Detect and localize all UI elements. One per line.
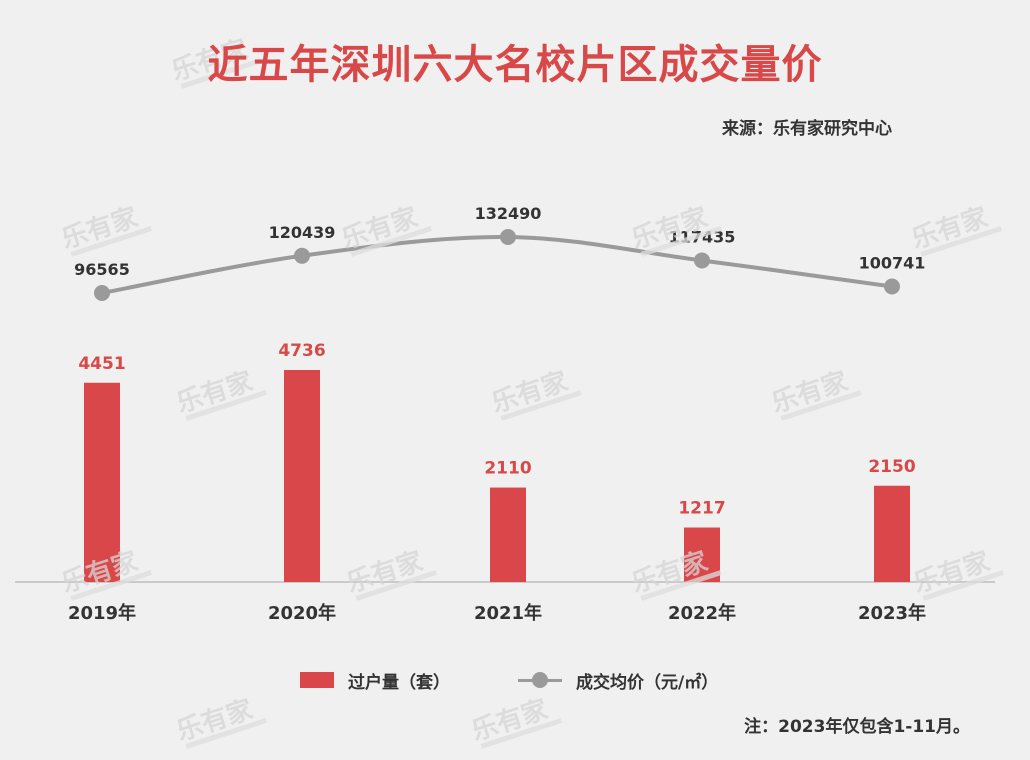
x-tick-label: 2020年 xyxy=(268,602,336,624)
bar-value-label: 4736 xyxy=(278,341,325,361)
x-tick-label: 2023年 xyxy=(858,602,926,624)
bar xyxy=(284,370,320,582)
price-value-label: 132490 xyxy=(475,204,542,223)
price-value-label: 117435 xyxy=(669,227,736,246)
bar-value-label: 1217 xyxy=(678,499,725,519)
price-value-label: 120439 xyxy=(269,223,336,242)
bar-value-label: 2150 xyxy=(868,457,915,477)
legend-line-label: 成交均价（元/㎡） xyxy=(576,673,719,693)
price-point xyxy=(94,285,110,301)
price-point xyxy=(694,252,710,269)
footnote: 注：2023年仅包含1-11月。 xyxy=(744,717,970,737)
x-tick-label: 2019年 xyxy=(68,602,136,624)
price-point xyxy=(500,229,516,245)
bar xyxy=(874,485,910,582)
price-value-label: 100741 xyxy=(859,253,926,272)
chart-source: 来源：乐有家研究中心 xyxy=(722,119,892,139)
legend-bar-swatch xyxy=(300,672,334,688)
chart-legend: 过户量（套） 成交均价（元/㎡） xyxy=(0,668,1030,693)
x-tick-label: 2021年 xyxy=(474,602,542,624)
price-point xyxy=(884,278,900,295)
chart-title: 近五年深圳六大名校片区成交量价 xyxy=(207,42,823,88)
bar-value-label: 2110 xyxy=(484,459,531,479)
price-line xyxy=(100,234,894,295)
price-value-label: 96565 xyxy=(74,260,130,279)
bar xyxy=(684,527,720,582)
price-point xyxy=(294,247,310,264)
legend-line-marker xyxy=(532,672,548,688)
legend-bar-label: 过户量（套） xyxy=(348,673,450,693)
bar-value-label: 4451 xyxy=(78,354,125,374)
bar xyxy=(490,487,526,582)
bar xyxy=(84,382,120,582)
x-tick-label: 2022年 xyxy=(668,602,736,624)
